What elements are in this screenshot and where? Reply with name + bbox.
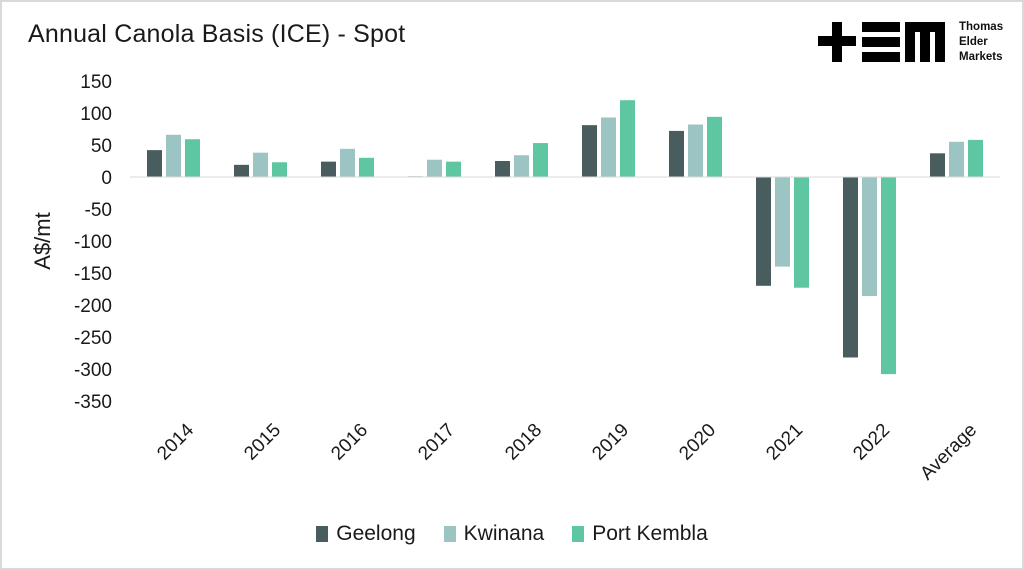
y-tick-label: -350 <box>74 392 112 413</box>
y-tick-label: 0 <box>101 168 112 189</box>
y-axis: 150 100 50 0 -50 -100 -150 -200 -250 -300 -350 <box>74 72 112 413</box>
bar-geelong-2015 <box>234 164 249 177</box>
company-logo: Thomas Elder Markets <box>816 20 1016 70</box>
bar-port-kembla-2022 <box>881 177 896 375</box>
bar-geelong-average <box>930 153 945 177</box>
bar-kwinana-average <box>949 141 964 177</box>
bar-kwinana-2017 <box>427 159 442 177</box>
legend-label: Kwinana <box>463 522 545 545</box>
legend-swatch <box>572 526 585 542</box>
bar-port-kembla-average <box>968 139 983 177</box>
bar-port-kembla-2017 <box>446 161 461 177</box>
y-tick-label: -100 <box>74 232 112 253</box>
bar-kwinana-2014 <box>166 134 181 177</box>
x-tick-label: 2017 <box>414 420 459 465</box>
bar-chart: 150 100 50 0 -50 -100 -150 -200 -250 -300 -350 201… <box>30 72 1000 484</box>
bar-kwinana-2016 <box>340 148 355 177</box>
x-axis: 2014 2015 2016 2017 2018 2019 2020 2021 2022 Aver… <box>153 419 981 484</box>
legend-swatch <box>443 526 456 542</box>
x-tick-label: 2015 <box>240 420 285 465</box>
logo-line-3: Markets <box>959 51 1003 63</box>
y-tick-label: 100 <box>80 104 112 125</box>
y-tick-label: -150 <box>74 264 112 285</box>
y-tick-label: -300 <box>74 360 112 381</box>
bar-kwinana-2018 <box>514 155 529 177</box>
y-tick-label: -200 <box>74 296 112 317</box>
bar-port-kembla-2016 <box>359 157 374 177</box>
logo-wordmark: Thomas Elder Markets <box>959 20 1003 65</box>
bar-geelong-2014 <box>147 150 162 177</box>
legend-swatch <box>316 526 329 542</box>
bar-geelong-2022 <box>843 177 858 358</box>
bar-port-kembla-2021 <box>794 177 809 288</box>
x-tick-label: 2022 <box>849 420 894 465</box>
bar-kwinana-2022 <box>862 177 877 297</box>
bar-geelong-2021 <box>756 177 771 286</box>
legend-label: Port Kembla <box>592 522 708 545</box>
tem-logo-mark <box>818 22 945 62</box>
x-tick-label: 2014 <box>153 419 198 464</box>
bar-port-kembla-2018 <box>533 143 548 177</box>
x-tick-label: 2018 <box>501 420 546 465</box>
x-tick-label: 2020 <box>675 420 720 465</box>
y-axis-label: A$/mt <box>30 212 55 269</box>
x-tick-label: Average <box>916 420 981 485</box>
y-tick-label: 50 <box>91 136 112 157</box>
x-tick-label: 2021 <box>762 420 807 465</box>
bar-group <box>147 100 983 375</box>
bar-port-kembla-2019 <box>620 100 635 177</box>
bar-kwinana-2020 <box>688 124 703 177</box>
y-tick-label: -50 <box>85 200 112 221</box>
bar-geelong-2020 <box>669 130 684 177</box>
chart-title: Annual Canola Basis (ICE) - Spot <box>28 20 406 48</box>
legend-item-geelong: Geelong <box>316 522 416 546</box>
x-tick-label: 2016 <box>327 420 372 465</box>
bar-kwinana-2019 <box>601 117 616 177</box>
bar-port-kembla-2014 <box>185 139 200 177</box>
logo-line-1: Thomas <box>959 21 1004 33</box>
bar-geelong-2019 <box>582 125 597 177</box>
legend-label: Geelong <box>336 522 416 545</box>
bar-geelong-2016 <box>321 161 336 177</box>
x-tick-label: 2019 <box>588 420 633 465</box>
legend-item-kwinana: Kwinana <box>443 522 545 546</box>
bar-port-kembla-2015 <box>272 162 287 177</box>
legend: Geelong Kwinana Port Kembla <box>0 522 1024 546</box>
y-tick-label: 150 <box>80 72 112 93</box>
bar-port-kembla-2020 <box>707 116 722 177</box>
y-tick-label: -250 <box>74 328 112 349</box>
bar-kwinana-2021 <box>775 177 790 267</box>
bar-kwinana-2015 <box>253 152 268 177</box>
bar-geelong-2018 <box>495 161 510 177</box>
logo-line-2: Elder <box>959 36 988 48</box>
legend-item-port-kembla: Port Kembla <box>572 522 708 546</box>
